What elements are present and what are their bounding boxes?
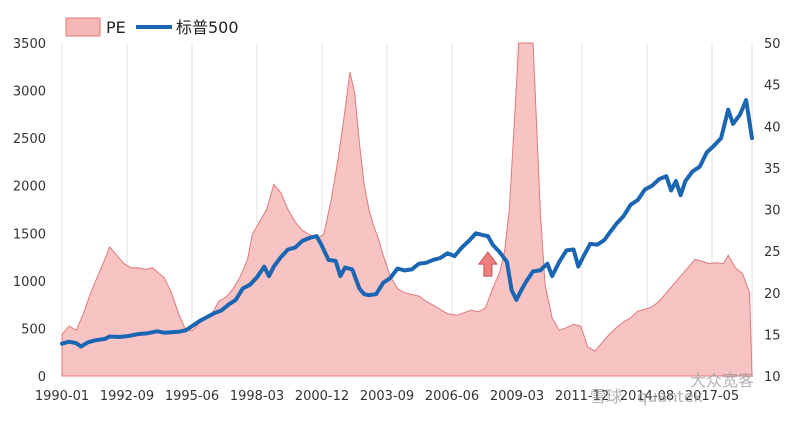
y-right-tick-label: 35	[764, 162, 781, 177]
y-right-tick-label: 45	[764, 79, 781, 94]
watermark: 大众宽客 雪球 · quantek	[590, 371, 754, 406]
x-tick-label: 1998-03	[230, 389, 284, 404]
y-left-tick-label: 500	[21, 322, 46, 337]
y-left-tick-label: 3000	[13, 85, 46, 100]
series-area-pe	[61, 42, 753, 377]
annotation-arrow	[477, 251, 498, 277]
x-tick-label: 2014-08	[620, 389, 674, 404]
y-axis-right-ticks: 10 15 20 25 30 35 40 45 50	[764, 37, 781, 385]
arrow-up-icon	[477, 251, 498, 277]
y-right-tick-label: 20	[764, 287, 781, 302]
x-tick-label: 2017-05	[685, 389, 739, 404]
watermark-site: 雪球 · quantek	[590, 387, 704, 406]
legend-label-sp500: 标普500	[176, 18, 239, 37]
y-right-tick-label: 30	[764, 204, 781, 219]
x-tick-label: 2006-06	[425, 389, 479, 404]
x-tick-label: 2000-12	[295, 389, 349, 404]
x-tick-label: 1990-01	[35, 389, 89, 404]
y-left-tick-label: 1000	[13, 275, 46, 290]
y-axis-left-ticks: 0 500 1000 1500 2000 2500 3000 3500	[13, 37, 46, 385]
x-tick-label: 2003-09	[360, 389, 414, 404]
y-left-tick-label: 2000	[13, 180, 46, 195]
y-left-tick-label: 2500	[13, 132, 46, 147]
watermark-brand: 大众宽客	[690, 371, 754, 390]
x-tick-label: 2009-03	[490, 389, 544, 404]
y-right-tick-label: 10	[764, 370, 781, 385]
y-right-tick-label: 25	[764, 245, 781, 260]
y-left-tick-label: 3500	[13, 37, 46, 52]
x-tick-label: 2011-12	[555, 389, 609, 404]
y-right-tick-label: 50	[764, 37, 781, 52]
y-left-tick-label: 1500	[13, 227, 46, 242]
legend-label-pe: PE	[106, 18, 126, 37]
y-left-tick-label: 0	[38, 370, 46, 385]
y-right-tick-label: 40	[764, 120, 781, 135]
x-tick-label: 1992-09	[100, 389, 154, 404]
x-tick-label: 1995-06	[165, 389, 219, 404]
legend: PE 标普500	[65, 17, 239, 37]
x-axis-ticks: 1990-01 1992-09 1995-06 1998-03 2000-12 2003-…	[35, 389, 739, 404]
series-line-sp500	[60, 98, 754, 349]
y-right-tick-label: 15	[764, 328, 781, 343]
legend-swatch-pe	[65, 17, 101, 37]
